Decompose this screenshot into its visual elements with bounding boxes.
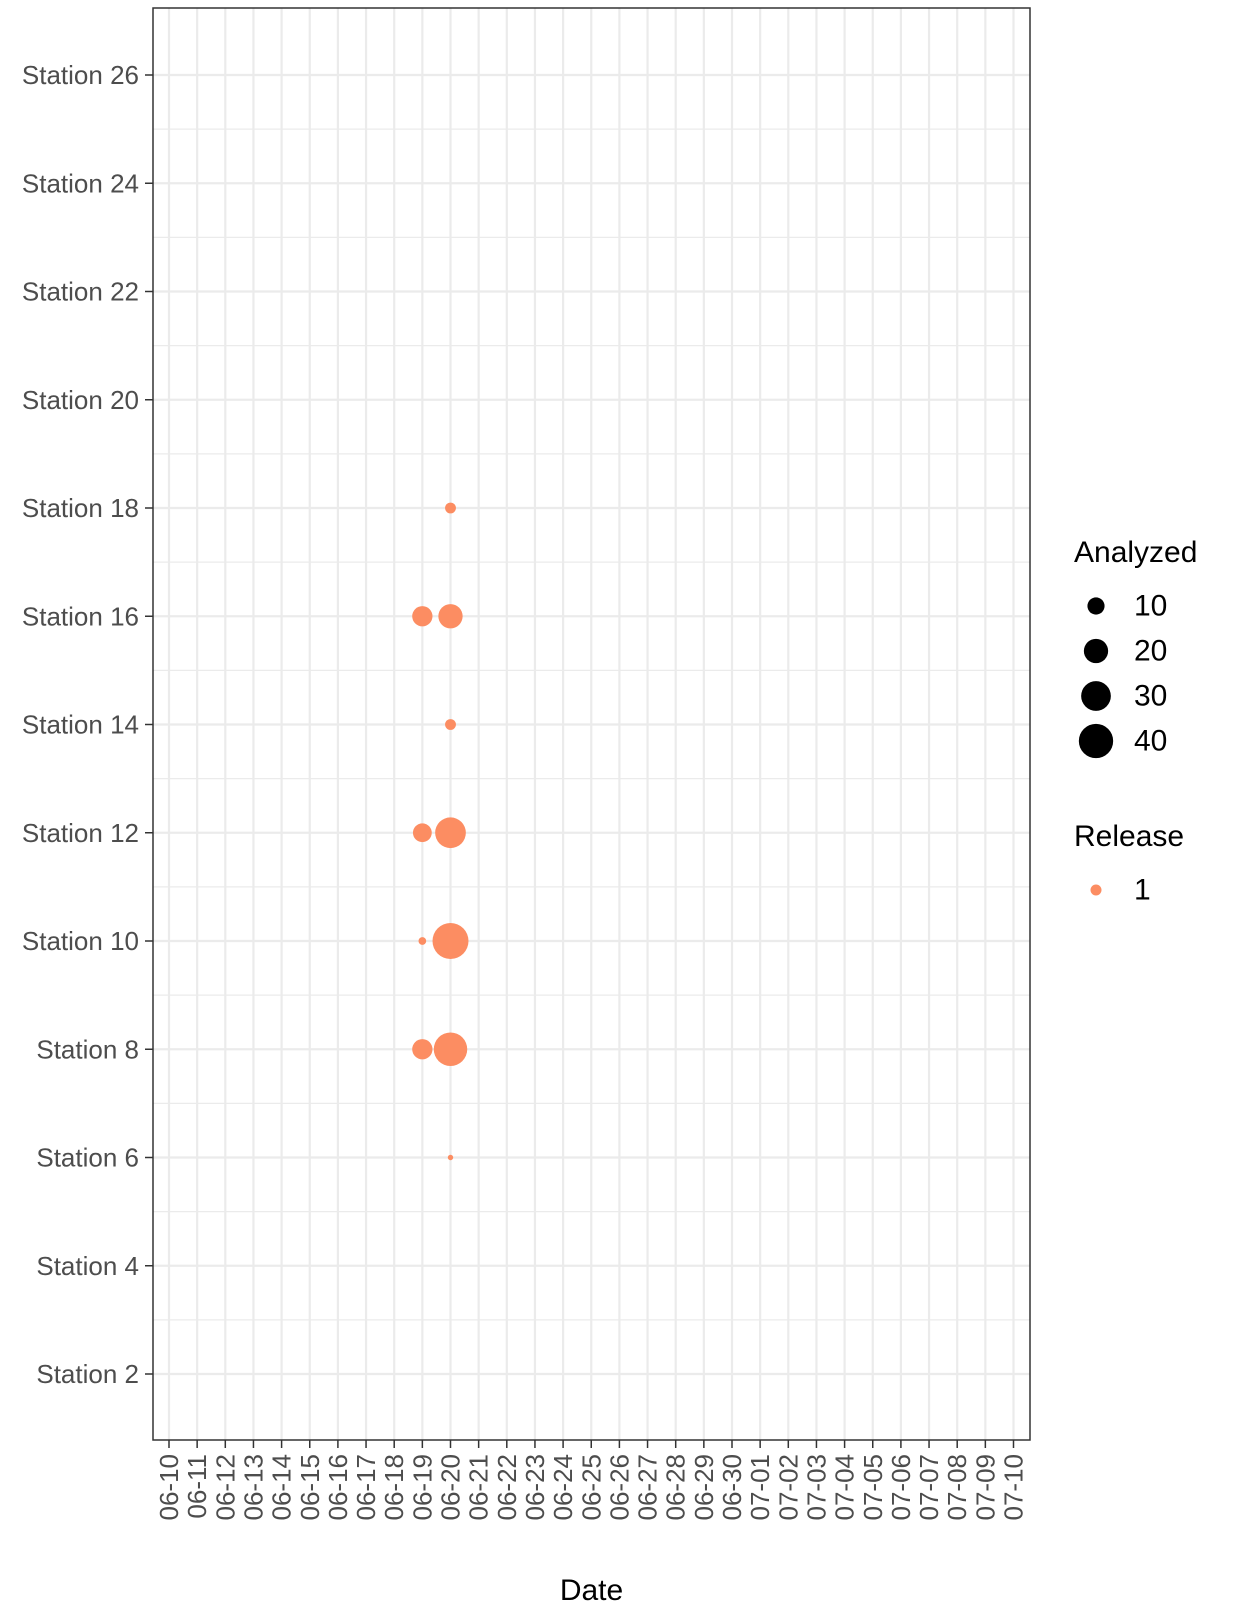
axes: Station 2 Station 4 Station 6 Station 8 Stat… xyxy=(22,60,1029,1521)
x-tick-label: 06-18 xyxy=(379,1454,409,1521)
size-legend-key xyxy=(1078,723,1114,759)
x-tick-label: 07-06 xyxy=(886,1454,916,1521)
y-tick-label: Station 6 xyxy=(36,1143,139,1173)
data-point xyxy=(432,923,469,959)
data-point xyxy=(418,937,427,945)
x-tick-label: 07-09 xyxy=(970,1454,1000,1521)
data-point xyxy=(412,1039,433,1060)
x-tick-label: 06-13 xyxy=(238,1454,268,1521)
grid-lines xyxy=(153,8,1030,1440)
color-legend-title: Release xyxy=(1074,820,1184,853)
x-tick-label: 06-16 xyxy=(323,1454,353,1521)
y-tick-label: Station 4 xyxy=(36,1251,139,1281)
data-point xyxy=(412,823,432,843)
x-tick-label: 06-15 xyxy=(295,1454,325,1521)
y-tick-label: Station 24 xyxy=(22,168,139,198)
x-tick-label: 06-24 xyxy=(548,1454,578,1521)
color-legend-key xyxy=(1090,884,1102,896)
x-tick-label: 06-26 xyxy=(604,1454,634,1521)
x-tick-label: 07-05 xyxy=(858,1454,888,1521)
y-tick-label: Station 10 xyxy=(22,926,139,956)
x-tick-label: 06-12 xyxy=(210,1454,240,1521)
x-tick-label: 06-23 xyxy=(520,1454,550,1521)
data-point xyxy=(445,719,456,730)
x-tick-label: 06-25 xyxy=(576,1454,606,1521)
x-tick-label: 06-21 xyxy=(464,1454,494,1521)
size-legend-key xyxy=(1081,681,1111,711)
x-tick-label: 06-30 xyxy=(717,1454,747,1521)
y-tick-label: Station 2 xyxy=(36,1359,139,1389)
x-tick-label: 07-07 xyxy=(914,1454,944,1521)
size-legend-key xyxy=(1083,638,1109,664)
y-tick-label: Station 16 xyxy=(22,601,139,631)
data-point xyxy=(447,1154,454,1161)
x-tick-label: 06-19 xyxy=(407,1454,437,1521)
y-tick-label: Station 26 xyxy=(22,60,139,90)
x-tick-label: 06-20 xyxy=(436,1454,466,1521)
y-tick-label: Station 14 xyxy=(22,710,139,740)
x-tick-label: 07-02 xyxy=(773,1454,803,1521)
x-tick-label: 06-22 xyxy=(492,1454,522,1521)
legend: Analyzed Release 10 20 30 40 1 xyxy=(1074,536,1197,907)
x-tick-label: 07-10 xyxy=(999,1454,1029,1521)
x-tick-label: 07-04 xyxy=(830,1454,860,1521)
color-legend-label: 1 xyxy=(1134,874,1151,907)
data-point xyxy=(433,1032,468,1066)
y-tick-label: Station 22 xyxy=(22,277,139,307)
x-axis-title: Date xyxy=(560,1574,623,1607)
size-legend-label: 20 xyxy=(1134,635,1167,668)
size-legend-label: 40 xyxy=(1134,725,1167,758)
data-point xyxy=(435,817,466,849)
size-legend-label: 10 xyxy=(1134,590,1167,623)
data-points xyxy=(412,502,469,1161)
x-tick-label: 06-27 xyxy=(633,1454,663,1521)
x-tick-label: 07-08 xyxy=(942,1454,972,1521)
x-tick-label: 07-01 xyxy=(745,1454,775,1521)
y-tick-label: Station 20 xyxy=(22,385,139,415)
data-point xyxy=(412,606,433,627)
x-tick-label: 06-14 xyxy=(267,1454,297,1521)
size-legend-key xyxy=(1087,597,1105,615)
size-legend-title: Analyzed xyxy=(1074,536,1197,569)
y-tick-label: Station 12 xyxy=(22,818,139,848)
size-legend-label: 30 xyxy=(1134,680,1167,713)
x-tick-label: 06-17 xyxy=(351,1454,381,1521)
data-point xyxy=(438,604,463,629)
x-tick-label: 07-03 xyxy=(801,1454,831,1521)
y-tick-label: Station 18 xyxy=(22,493,139,523)
x-tick-label: 06-28 xyxy=(661,1454,691,1521)
x-tick-label: 06-10 xyxy=(154,1454,184,1521)
y-tick-label: Station 8 xyxy=(36,1034,139,1064)
data-point xyxy=(445,502,456,514)
x-tick-label: 06-11 xyxy=(182,1454,212,1519)
x-tick-label: 06-29 xyxy=(689,1454,719,1521)
